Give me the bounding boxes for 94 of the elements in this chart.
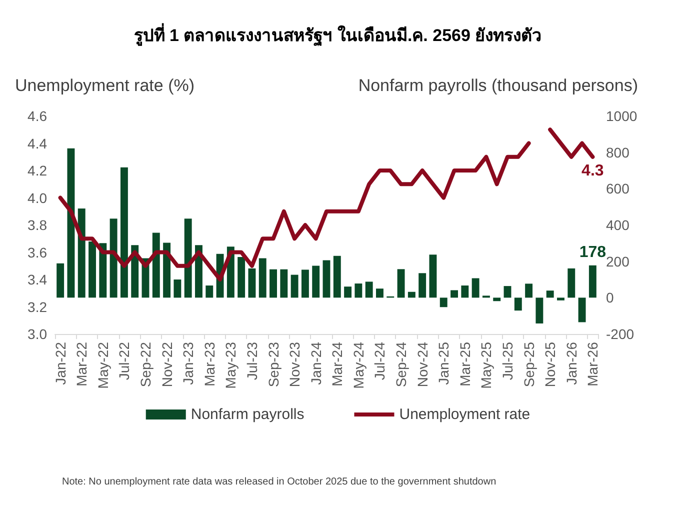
x-tick-label: Sep-24	[393, 342, 410, 388]
bar	[163, 242, 171, 298]
bar	[56, 263, 64, 298]
x-tick-label: Mar-22	[74, 342, 90, 386]
bar	[461, 285, 469, 298]
bar	[248, 268, 256, 298]
x-tick-label: Jan-26	[563, 342, 580, 385]
y2-tick-label: 800	[606, 144, 630, 160]
bar	[344, 286, 352, 298]
bar	[418, 273, 426, 298]
y-tick-label: 3.8	[28, 217, 48, 233]
bar	[504, 286, 512, 298]
bar	[258, 258, 266, 298]
bar	[568, 268, 576, 298]
legend-label: Nonfarm payrolls	[190, 406, 304, 423]
y-tick-label: 3.2	[28, 298, 48, 315]
data-label: 178	[579, 244, 606, 261]
bar	[440, 298, 448, 308]
bar	[301, 270, 309, 298]
y-axis-title: Unemployment rate (%)	[15, 76, 195, 95]
bar	[588, 265, 596, 298]
legend-label: Unemployment rate	[399, 406, 530, 423]
bar	[174, 280, 182, 298]
bar	[184, 218, 192, 298]
bar	[238, 256, 246, 298]
bar	[536, 298, 544, 324]
bar	[450, 290, 458, 298]
x-tick-label: Nov-23	[286, 342, 303, 388]
x-tick-label: Sep-23	[265, 342, 282, 388]
bar	[333, 256, 341, 298]
bar	[110, 218, 118, 298]
chart-title: รูปที่ 1 ตลาดแรงงานสหรัฐฯ ในเดือนมี.ค. 2569 ยังทรงตัว	[134, 23, 542, 47]
y2-tick-label: 600	[606, 180, 630, 197]
y-tick-label: 3.0	[28, 326, 48, 342]
x-tick-label: Nov-22	[158, 342, 175, 388]
y2-tick-label: 0	[606, 290, 614, 306]
x-tick-label: Jan-22	[52, 342, 68, 385]
text: Note: No unemployment rate data was released in October 2025 due to the government shutdown	[62, 476, 496, 488]
y-tick-label: 3.4	[28, 272, 48, 288]
y-tick-label: 3.6	[28, 244, 48, 260]
bar	[206, 285, 214, 298]
y-tick-label: 4.4	[28, 135, 48, 152]
y-tick-label: 4.0	[28, 190, 48, 206]
bar	[120, 167, 128, 298]
x-tick-label: May-23	[222, 342, 239, 389]
y2-tick-label: 1000	[606, 108, 638, 124]
bar	[514, 298, 522, 311]
y2-tick-label: 200	[606, 253, 630, 270]
x-tick-label: Jan-23	[180, 342, 196, 385]
x-tick-label: Jan-25	[436, 342, 452, 385]
y-tick-label: 4.2	[28, 162, 48, 178]
x-tick-label: May-22	[94, 342, 111, 389]
bar	[408, 292, 416, 298]
x-tick-label: Mar-23	[201, 342, 218, 386]
bar	[429, 254, 437, 298]
bar	[88, 242, 96, 298]
bar	[578, 298, 586, 322]
bar	[280, 269, 288, 298]
bar	[472, 278, 480, 298]
x-tick-label: Jul-25	[500, 342, 516, 380]
bar	[493, 298, 501, 302]
bar	[322, 260, 330, 298]
bar	[525, 284, 533, 298]
data-label: 4.3	[582, 162, 604, 180]
x-tick-label: Mar-25	[456, 342, 473, 386]
x-tick-label: Jul-22	[116, 342, 132, 380]
bar	[397, 269, 405, 298]
bar	[152, 232, 160, 298]
bar	[557, 298, 564, 300]
x-tick-label: Jul-23	[244, 342, 260, 380]
y2-tick-label: 400	[606, 217, 630, 233]
y2-tick-label: -200	[606, 326, 634, 342]
x-tick-label: Nov-25	[542, 342, 558, 388]
x-tick-label: May-24	[350, 342, 366, 389]
y-tick-label: 4.6	[28, 108, 48, 124]
bar	[365, 282, 373, 298]
bar	[290, 274, 298, 298]
x-tick-label: Mar-24	[329, 342, 346, 386]
bar	[376, 288, 384, 298]
x-tick-label: Jul-24	[372, 342, 388, 380]
x-tick-label: Nov-24	[414, 342, 430, 388]
x-tick-label: Mar-26	[584, 342, 601, 386]
bar	[67, 148, 75, 298]
x-tick-label: Sep-25	[520, 342, 537, 388]
bar	[270, 269, 277, 298]
bar	[99, 243, 107, 298]
x-tick-label: May-25	[478, 342, 494, 389]
x-tick-label: Jan-24	[308, 342, 324, 385]
bar	[546, 290, 554, 298]
x-tick-label: Sep-22	[138, 342, 154, 388]
bar	[78, 208, 86, 298]
bar	[312, 266, 320, 298]
y2-axis-title: Nonfarm payrolls (thousand persons)	[358, 76, 638, 95]
bar	[354, 283, 362, 298]
